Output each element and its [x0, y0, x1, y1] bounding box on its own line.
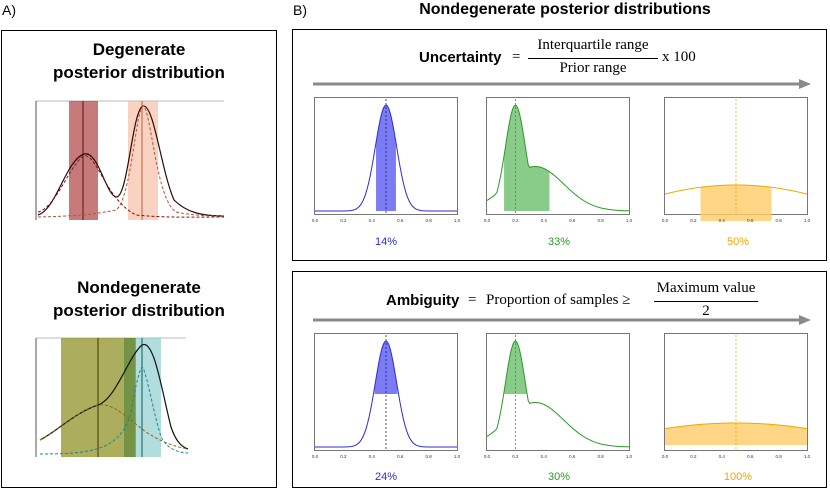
nondegenerate-title-line1: Nondegenerate	[77, 278, 201, 297]
tick-label: 0.4	[369, 218, 376, 223]
shaded-region	[376, 105, 396, 211]
tick-label: 0.2	[340, 454, 347, 459]
panel-b-title: Nondegenerate posterior distributions	[419, 1, 711, 18]
ambiguity-fraction-bar	[654, 301, 758, 302]
tick-label: 0.2	[340, 218, 347, 223]
uncertainty-value-2: 33%	[547, 236, 571, 248]
tick-label: 0.4	[719, 454, 726, 459]
ambiguity-box	[292, 271, 827, 488]
uncertainty-plot-2: 0.0 0.2 0.4 0.6 0.8 1.0	[484, 97, 633, 223]
tick-label: 0.6	[397, 454, 404, 459]
ambiguity-numerator: Maximum value	[656, 280, 756, 296]
ambiguity-plot-2: 0.0 0.2 0.4 0.6 0.8 1.0	[484, 333, 633, 459]
uncertainty-numerator: Interquartile range	[537, 37, 649, 53]
uncertainty-value-3: 50%	[726, 236, 750, 248]
tick-label: 0.0	[484, 454, 491, 459]
tick-label: 1.0	[454, 454, 461, 459]
density-curve	[486, 340, 630, 448]
plot-frame	[314, 97, 458, 215]
tick-label: 0.2	[512, 218, 519, 223]
tick-label: 0.8	[425, 454, 432, 459]
nondegenerate-title-line2: posterior distribution	[53, 301, 225, 320]
degenerate-title-line2: posterior distribution	[53, 63, 225, 82]
ambiguity-value-3: 100%	[723, 471, 753, 483]
tick-label: 0.8	[597, 454, 604, 459]
tick-label: 0.0	[662, 218, 669, 223]
tick-label: 0.6	[569, 218, 576, 223]
ambiguity-denominator: 2	[702, 303, 710, 319]
tick-label: 1.0	[804, 218, 811, 223]
panel-b-label: B)	[293, 2, 307, 18]
tick-label: 0.6	[747, 218, 754, 223]
uncertainty-label: Uncertainty	[419, 49, 502, 66]
plot-frame	[486, 333, 630, 451]
uncertainty-times: x 100	[662, 49, 696, 65]
ambiguity-value-2: 30%	[547, 471, 571, 483]
panel-a-label: A)	[2, 2, 16, 18]
tick-label: 0.0	[662, 454, 669, 459]
tick-label: 0.8	[425, 218, 432, 223]
uncertainty-denominator: Prior range	[559, 60, 627, 76]
tick-label: 0.2	[690, 218, 697, 223]
plot-frame	[314, 333, 458, 451]
tick-label: 0.4	[719, 218, 726, 223]
tick-label: 0.2	[690, 454, 697, 459]
tick-label: 0.6	[569, 454, 576, 459]
uncertainty-box	[292, 29, 827, 261]
plot-frame	[664, 333, 808, 451]
ambiguity-label: Ambiguity	[386, 292, 460, 309]
ambiguity-plot-1: 0.0 0.2 0.4 0.6 0.8 1.0	[312, 333, 461, 459]
tick-label: 0.4	[369, 454, 376, 459]
uncertainty-value-1: 14%	[374, 236, 398, 248]
tick-label: 0.8	[597, 218, 604, 223]
density-curve	[486, 104, 630, 212]
tick-label: 0.4	[541, 218, 548, 223]
tick-label: 0.6	[397, 218, 404, 223]
narrow-band	[135, 338, 161, 457]
uncertainty-fraction-bar	[528, 58, 658, 59]
degenerate-band-right	[128, 101, 158, 220]
ambiguity-equals: =	[468, 292, 477, 308]
tick-label: 0.4	[541, 454, 548, 459]
panel-a-box	[1, 30, 277, 488]
tick-label: 0.8	[775, 218, 782, 223]
tick-label: 0.0	[312, 454, 319, 459]
ambiguity-value-1: 24%	[374, 471, 398, 483]
tick-label: 1.0	[626, 454, 633, 459]
degenerate-title: Degenerate posterior distribution	[1, 38, 277, 84]
tick-label: 1.0	[804, 454, 811, 459]
tick-label: 0.6	[747, 454, 754, 459]
ambiguity-plot-3: 0.0 0.2 0.4 0.6 0.8 1.0	[662, 333, 811, 459]
uncertainty-equals: =	[512, 49, 521, 65]
ambiguity-text: Proportion of samples ≥	[486, 292, 631, 308]
plot-frame	[486, 97, 630, 215]
degenerate-title-line1: Degenerate	[92, 40, 186, 59]
uncertainty-plot-3: 0.0 0.2 0.4 0.6 0.8 1.0	[662, 97, 811, 223]
tick-label: 1.0	[626, 218, 633, 223]
ambiguity-arrow	[313, 315, 811, 325]
uncertainty-arrow	[313, 79, 811, 89]
tick-label: 1.0	[454, 218, 461, 223]
shaded-region	[665, 423, 807, 445]
degenerate-plot	[35, 100, 225, 220]
tick-label: 0.0	[312, 218, 319, 223]
tick-label: 0.8	[775, 454, 782, 459]
tick-label: 0.0	[484, 218, 491, 223]
nondegenerate-plot-a	[35, 337, 189, 457]
nondegenerate-title-a: Nondegenerate posterior distribution	[1, 276, 277, 322]
uncertainty-plot-1: 0.0 0.2 0.4 0.6 0.8 1.0	[312, 97, 461, 223]
tick-label: 0.2	[512, 454, 519, 459]
